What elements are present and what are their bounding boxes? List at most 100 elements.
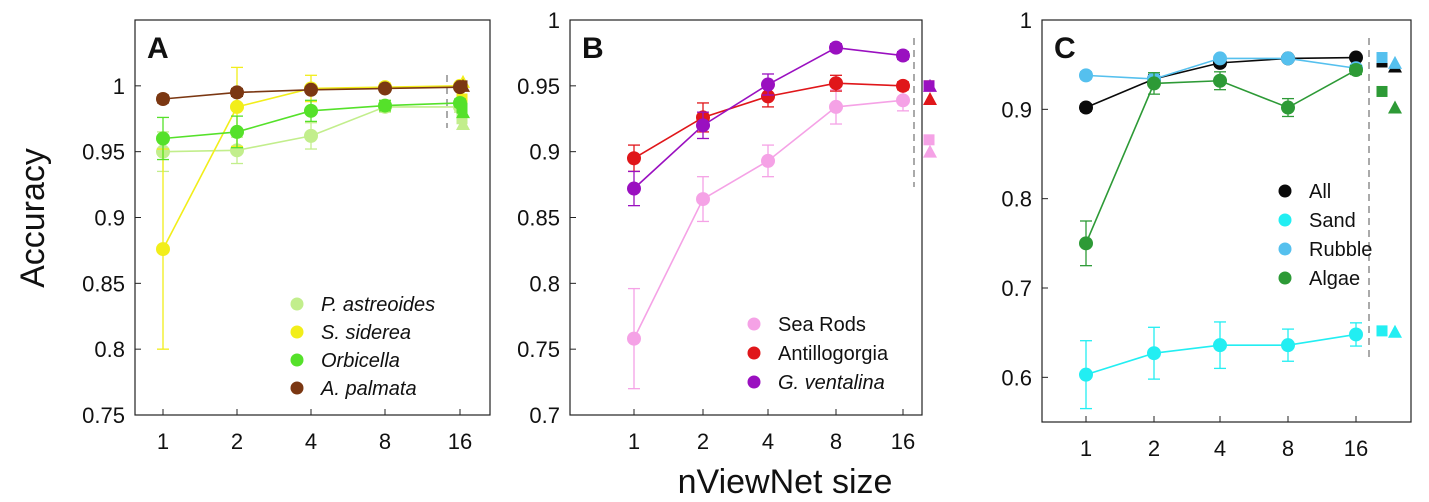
series-algae	[1079, 63, 1402, 267]
x-tick-label: 8	[1282, 436, 1294, 461]
data-point	[156, 131, 170, 146]
data-point	[230, 124, 244, 139]
x-tick-label: 1	[1080, 436, 1092, 461]
data-point	[761, 153, 775, 168]
data-point	[896, 48, 910, 63]
data-point	[378, 98, 392, 113]
series-sand	[1079, 321, 1402, 410]
legend-marker	[290, 297, 304, 311]
y-tick-label: 1	[548, 8, 560, 33]
data-point	[627, 151, 641, 166]
data-point	[1281, 338, 1295, 353]
legend-label: Orbicella	[321, 350, 400, 372]
legend-label: Antillogorgia	[778, 343, 889, 365]
square-marker	[1376, 85, 1388, 97]
legend-label: All	[1309, 181, 1331, 203]
legend-marker	[1278, 271, 1292, 285]
legend-marker	[1278, 184, 1292, 198]
data-point	[304, 82, 318, 97]
x-tick-label: 1	[157, 429, 169, 454]
legend-label: A. palmata	[320, 378, 417, 400]
legend-label: P. astreoides	[321, 294, 435, 316]
triangle-marker	[456, 117, 470, 131]
data-point	[378, 81, 392, 96]
legend-label: Algae	[1309, 268, 1360, 290]
data-point	[1281, 100, 1295, 115]
data-point	[1349, 50, 1363, 65]
data-point	[1079, 367, 1093, 382]
series-orbicella	[156, 95, 470, 161]
y-tick-label: 0.85	[517, 206, 560, 231]
panel-letter: C	[1054, 32, 1076, 65]
legend: All Sand Rubble Algae	[1278, 181, 1372, 290]
data-point	[627, 331, 641, 346]
y-tick-label: 0.8	[94, 337, 125, 362]
series-antillogorgia	[627, 74, 937, 173]
series-sea-rods	[627, 89, 937, 390]
data-point	[761, 77, 775, 92]
y-tick-label: 1	[113, 74, 125, 99]
panel-letter: A	[147, 32, 169, 65]
panel-A: A10.950.90.850.80.751 2 4 8 16P. astreoidesS…	[82, 19, 491, 454]
data-point	[1213, 338, 1227, 353]
data-point	[761, 89, 775, 104]
series-a-palmata	[156, 78, 470, 106]
x-axis-title: nViewNet size	[678, 463, 893, 501]
legend: P. astreoides S. siderea Orbicella A. palma…	[290, 294, 435, 400]
series-line	[633, 99, 904, 339]
x-tick-label: 8	[379, 429, 391, 454]
data-point	[1147, 346, 1161, 361]
triangle-marker	[923, 144, 937, 158]
data-point	[156, 92, 170, 106]
data-point	[627, 181, 641, 196]
y-tick-label: 0.85	[82, 271, 125, 296]
square-marker	[456, 113, 468, 125]
data-point	[230, 99, 244, 114]
y-tick-label: 0.95	[517, 74, 560, 99]
legend-label: Sea Rods	[778, 314, 866, 336]
legend-marker	[290, 325, 304, 339]
data-point	[829, 76, 843, 91]
panels: A10.950.90.850.80.751 2 4 8 16P. astreoidesS…	[82, 8, 1412, 461]
legend-marker	[1278, 213, 1292, 227]
x-tick-label: 2	[231, 429, 243, 454]
x-tick-label: 4	[762, 429, 774, 454]
data-point	[1349, 327, 1363, 342]
legend-marker	[290, 353, 304, 367]
legend-marker	[747, 375, 761, 389]
panel-letter: B	[582, 32, 604, 65]
y-tick-label: 0.7	[529, 403, 560, 428]
triangle-marker	[456, 78, 470, 92]
x-tick-label: 4	[1214, 436, 1226, 461]
y-tick-label: 0.9	[1001, 97, 1032, 122]
x-tick-label: 2	[1148, 436, 1160, 461]
series-g-ventalina	[627, 40, 937, 207]
series-all	[1079, 50, 1402, 115]
y-tick-label: 1	[1020, 8, 1032, 33]
legend-marker	[747, 317, 761, 331]
legend-label: S. siderea	[321, 322, 411, 344]
y-tick-label: 0.75	[82, 403, 125, 428]
legend-marker	[290, 381, 304, 395]
data-point	[304, 128, 318, 143]
x-tick-label: 4	[305, 429, 317, 454]
x-tick-label: 16	[1344, 436, 1368, 461]
data-point	[896, 93, 910, 108]
data-point	[696, 192, 710, 207]
legend-label: G. ventalina	[778, 372, 885, 394]
data-point	[230, 85, 244, 100]
x-tick-label: 2	[697, 429, 709, 454]
data-point	[1213, 51, 1227, 66]
data-point	[1079, 68, 1093, 83]
x-tick-label: 16	[891, 429, 915, 454]
triangle-marker	[923, 78, 937, 92]
data-point	[1147, 76, 1161, 91]
legend-label: Rubble	[1309, 239, 1372, 261]
legend-marker	[747, 346, 761, 360]
plot-frame	[134, 19, 491, 416]
legend: Sea Rods Antillogorgia G. ventalina	[747, 314, 889, 394]
data-point	[896, 78, 910, 93]
